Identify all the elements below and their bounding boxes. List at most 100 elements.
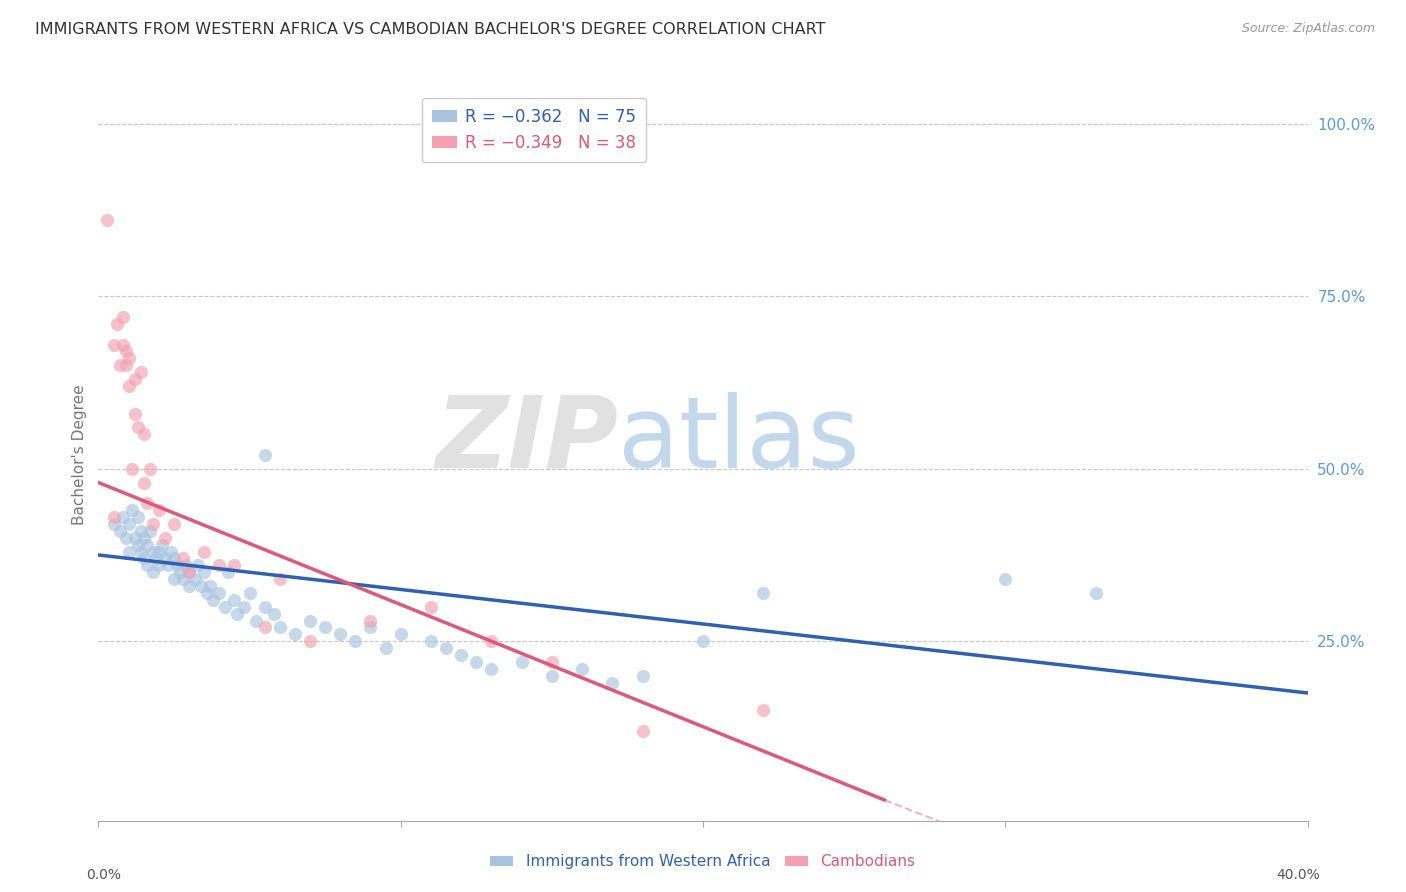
Text: 40.0%: 40.0% xyxy=(1275,868,1320,882)
Point xyxy=(135,496,157,510)
Point xyxy=(124,372,146,386)
Point xyxy=(132,475,155,490)
Point xyxy=(420,599,443,614)
Point xyxy=(269,620,291,634)
Text: atlas: atlas xyxy=(619,392,860,489)
Point xyxy=(108,358,131,372)
Point xyxy=(127,420,149,434)
Point xyxy=(172,551,194,566)
Point xyxy=(118,351,141,366)
Point xyxy=(132,531,155,545)
Point xyxy=(118,516,141,531)
Point xyxy=(284,627,307,641)
Point xyxy=(111,510,134,524)
Point xyxy=(103,516,125,531)
Point xyxy=(179,566,201,580)
Point xyxy=(150,538,173,552)
Point xyxy=(169,566,191,580)
Point xyxy=(148,558,170,573)
Point xyxy=(184,572,207,586)
Point xyxy=(114,358,136,372)
Point xyxy=(96,213,118,227)
Point xyxy=(360,620,382,634)
Point xyxy=(253,448,276,462)
Point xyxy=(114,344,136,359)
Point xyxy=(692,634,714,648)
Text: Source: ZipAtlas.com: Source: ZipAtlas.com xyxy=(1241,22,1375,36)
Point xyxy=(118,544,141,558)
Point xyxy=(226,607,249,621)
Point xyxy=(434,641,457,656)
Point xyxy=(163,572,186,586)
Point xyxy=(214,599,236,614)
Point xyxy=(127,510,149,524)
Point xyxy=(129,524,152,538)
Point xyxy=(314,620,336,634)
Point xyxy=(139,461,162,475)
Point xyxy=(245,614,267,628)
Point xyxy=(153,551,176,566)
Point xyxy=(329,627,352,641)
Point xyxy=(103,510,125,524)
Point xyxy=(540,669,562,683)
Point xyxy=(208,586,231,600)
Point xyxy=(179,566,201,580)
Point xyxy=(132,427,155,442)
Point xyxy=(118,379,141,393)
Point xyxy=(142,544,165,558)
Point xyxy=(163,551,186,566)
Point xyxy=(142,566,165,580)
Point xyxy=(129,544,152,558)
Point xyxy=(269,572,291,586)
Point xyxy=(166,558,188,573)
Point xyxy=(139,524,162,538)
Point xyxy=(190,579,212,593)
Point xyxy=(163,516,186,531)
Point xyxy=(208,558,231,573)
Point xyxy=(602,675,624,690)
Legend: R = −0.362   N = 75, R = −0.349   N = 38: R = −0.362 N = 75, R = −0.349 N = 38 xyxy=(422,97,645,161)
Point xyxy=(135,558,157,573)
Point xyxy=(148,544,170,558)
Point xyxy=(121,461,143,475)
Point xyxy=(299,634,322,648)
Point xyxy=(124,531,146,545)
Legend: Immigrants from Western Africa, Cambodians: Immigrants from Western Africa, Cambodia… xyxy=(484,848,922,875)
Point xyxy=(752,586,775,600)
Point xyxy=(179,579,201,593)
Point xyxy=(239,586,262,600)
Point xyxy=(374,641,396,656)
Point xyxy=(253,599,276,614)
Point xyxy=(132,551,155,566)
Point xyxy=(193,544,215,558)
Point xyxy=(224,592,246,607)
Point xyxy=(108,524,131,538)
Point xyxy=(160,544,183,558)
Point xyxy=(124,407,146,421)
Point xyxy=(195,586,218,600)
Point xyxy=(232,599,254,614)
Point xyxy=(481,662,503,676)
Point xyxy=(114,531,136,545)
Point xyxy=(156,558,179,573)
Point xyxy=(174,558,197,573)
Point xyxy=(135,538,157,552)
Point xyxy=(153,531,176,545)
Point xyxy=(299,614,322,628)
Point xyxy=(450,648,472,662)
Point xyxy=(145,551,167,566)
Point xyxy=(465,655,488,669)
Point xyxy=(360,614,382,628)
Point xyxy=(172,572,194,586)
Point xyxy=(263,607,285,621)
Point xyxy=(193,566,215,580)
Point xyxy=(142,516,165,531)
Point xyxy=(202,592,225,607)
Point xyxy=(103,337,125,351)
Point xyxy=(994,572,1017,586)
Text: ZIP: ZIP xyxy=(436,392,619,489)
Text: IMMIGRANTS FROM WESTERN AFRICA VS CAMBODIAN BACHELOR'S DEGREE CORRELATION CHART: IMMIGRANTS FROM WESTERN AFRICA VS CAMBOD… xyxy=(35,22,825,37)
Point xyxy=(187,558,209,573)
Point xyxy=(344,634,367,648)
Point xyxy=(752,703,775,717)
